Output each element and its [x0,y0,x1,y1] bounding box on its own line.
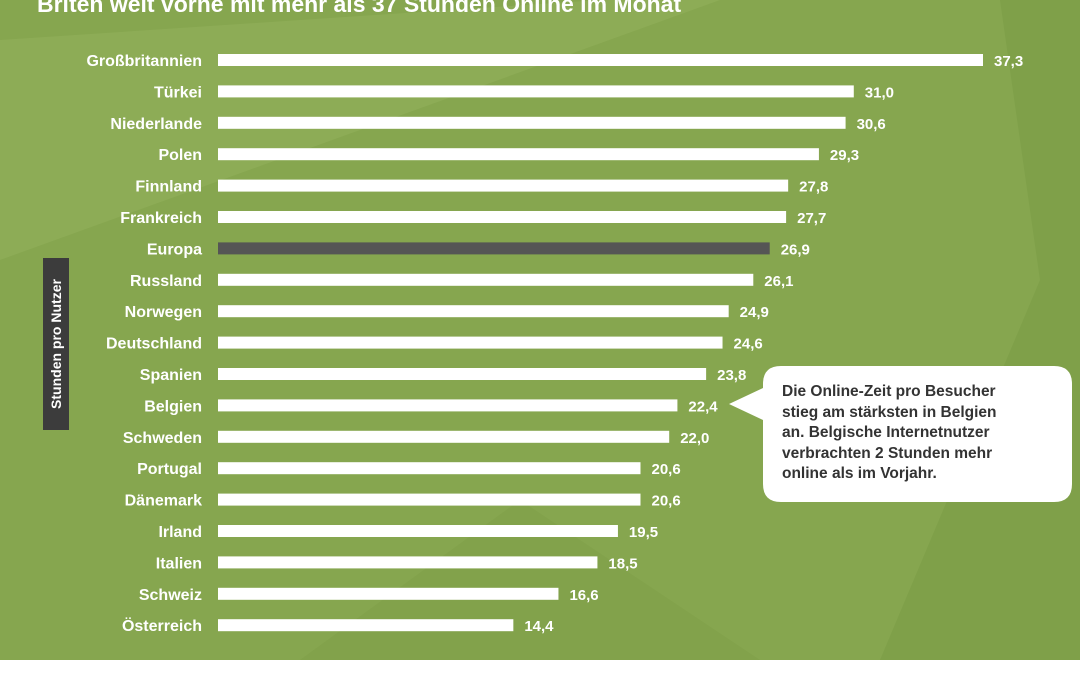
category-label-dänemark: Dänemark [125,493,202,510]
bar-frankreich [218,211,787,223]
value-label-europa: 26,9 [781,241,810,258]
bar-portugal [218,462,641,475]
value-label-frankreich: 27,7 [797,210,826,227]
category-label-türkei: Türkei [154,84,202,101]
callout-line: an. Belgische Internetnutzer [782,424,990,441]
category-label-deutschland: Deutschland [106,336,202,353]
callout-line: online als im Vorjahr. [782,465,937,482]
bar-irland [218,525,618,537]
value-label-schweiz: 16,6 [569,587,598,604]
value-label-portugal: 20,6 [651,461,680,478]
category-label-irland: Irland [158,524,202,541]
value-label-finnland: 27,8 [799,179,828,196]
y-axis-label-box: Stunden pro Nutzer [43,258,69,430]
bar-deutschland [218,336,723,349]
category-label-norwegen: Norwegen [125,304,202,321]
callout-line: verbrachten 2 Stunden mehr [782,444,993,462]
bar-finnland [218,179,789,192]
bar-europa [218,242,770,255]
bar-niederlande [218,116,846,129]
category-label-schweiz: Schweiz [139,587,202,604]
bar-belgien [218,399,678,412]
category-label-großbritannien: Großbritannien [86,53,202,70]
chart-title: Briten weit vorne mit mehr als 37 Stunde… [37,0,682,17]
value-label-spanien: 23,8 [717,367,746,384]
category-label-niederlande: Niederlande [110,116,202,133]
value-label-niederlande: 30,6 [857,116,886,133]
value-label-norwegen: 24,9 [740,304,769,321]
bar-österreich [218,619,514,632]
value-label-belgien: 22,4 [688,398,718,415]
value-label-großbritannien: 37,3 [994,53,1023,70]
value-label-dänemark: 20,6 [651,493,680,510]
category-label-österreich: Österreich [122,616,202,635]
category-label-schweden: Schweden [123,430,202,447]
bar-polen [218,148,819,161]
bar-chart: Großbritannien 37,3 Türkei 31,0 Niederlande 3… [86,53,1023,635]
callout-bubble [729,366,1072,502]
value-label-österreich: 14,4 [524,618,554,635]
value-label-italien: 18,5 [608,555,637,572]
bar-türkei [218,85,854,98]
value-label-türkei: 31,0 [865,84,894,101]
bar-norwegen [218,305,729,318]
category-label-portugal: Portugal [137,461,202,478]
category-label-belgien: Belgien [144,398,202,415]
category-label-russland: Russland [130,273,202,290]
category-label-spanien: Spanien [140,367,202,384]
chart-panel: Briten weit vorne mit mehr als 37 Stunde… [0,0,1080,660]
category-label-frankreich: Frankreich [120,210,202,227]
bar-spanien [218,368,707,380]
bar-schweiz [218,587,559,600]
category-label-finnland: Finnland [135,179,202,196]
bar-italien [218,556,598,569]
category-label-polen: Polen [158,147,202,164]
value-label-irland: 19,5 [629,524,658,541]
callout-line: stieg am stärksten in Belgien [782,403,997,421]
bar-russland [218,273,754,286]
value-label-russland: 26,1 [764,273,793,290]
bar-schweden [218,430,670,443]
callout-text: Die Online-Zeit pro Besucher stieg am stä… [782,382,1050,485]
value-label-polen: 29,3 [830,147,859,164]
bar-großbritannien [218,54,983,66]
category-label-europa: Europa [147,241,202,258]
category-label-italien: Italien [156,555,202,572]
bar-dänemark [218,493,641,506]
value-label-deutschland: 24,6 [734,336,763,353]
value-label-schweden: 22,0 [680,430,709,447]
callout-line: Die Online-Zeit pro Besucher [782,383,996,400]
